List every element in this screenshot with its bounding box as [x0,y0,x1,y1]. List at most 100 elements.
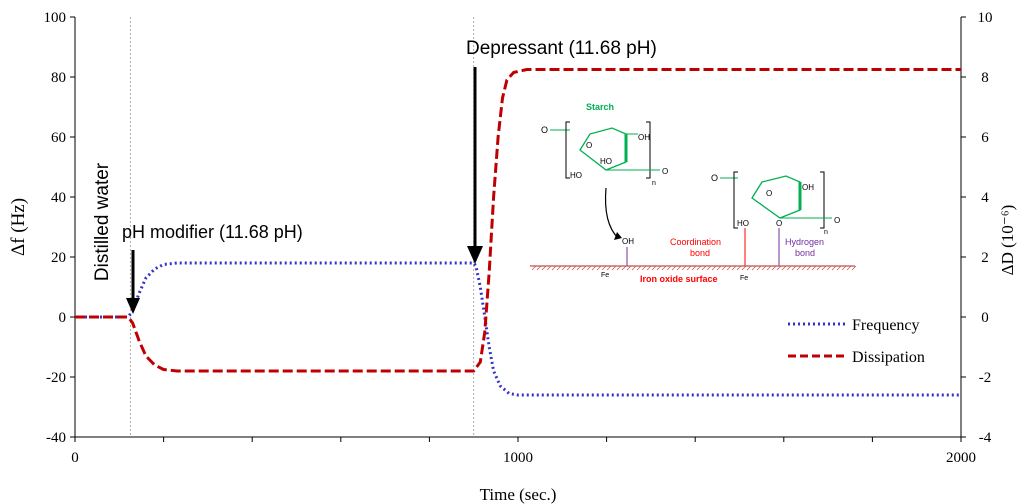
starch-ho-left: HO [600,157,612,166]
surface-hatch-line [691,265,697,271]
y-right-tick-label: 10 [978,10,993,26]
surface-hatch-line [671,265,677,271]
starch-ring-right [751,175,801,219]
starch-o-right: O [711,173,718,183]
x-axis-title: Time (sec.) [480,485,557,504]
surface-hatch-line [681,265,687,271]
series-frequency-line [75,261,961,397]
series-layer [75,68,961,397]
surface-hatch-line [846,265,852,271]
surface-hatch-line [566,265,572,271]
fe-label-left: Fe [601,272,609,279]
surface-hatch-line [746,265,752,271]
adsorption-arrowhead [614,232,622,240]
starch-ring-o-left: O [586,141,592,150]
ph-modifier-label: pH modifier (11.68 pH) [122,222,303,242]
surface-oh: OH [622,237,634,246]
surface-hatch-line [686,265,692,271]
series-dissipation-line [75,68,961,373]
surface-hatch-line [581,265,587,271]
surface-hatch-line [736,265,742,271]
surface-hatch-line [771,265,777,271]
surface-hatch-line [816,265,822,271]
ph-modifier-arrowhead [126,298,140,314]
surface-hatch-line [711,265,717,271]
y-right-tick-label: 6 [981,130,989,146]
surface-hatch-line [586,265,592,271]
surface-hatch-line [796,265,802,271]
surface-hatch-line [786,265,792,271]
y-right-tick-label: 8 [981,70,989,86]
y-right-tick-label: -2 [979,370,992,386]
y-right-tick-label: 2 [981,250,989,266]
starch-n-right: n [824,229,828,236]
surface-hatch-line [611,265,617,271]
surface-hatch-line [601,265,607,271]
starch-bracket-right [646,121,651,179]
starch-ho-right: HO [737,219,749,228]
depressant-label: Depressant (11.68 pH) [466,38,657,59]
starch-oh-right: OH [802,183,814,192]
x-tick-label: 2000 [946,450,976,466]
y-left-tick-label: 40 [51,190,66,206]
surface-hatch-line [731,265,737,271]
surface-hatch-line [716,265,722,271]
surface-hatch-line [646,265,652,271]
adsorption-arrow [604,187,619,239]
surface-hatch-line [831,265,837,271]
surface-hatch-line [761,265,767,271]
starch-bracket-left [565,121,570,179]
surface-hatch-line [766,265,772,271]
hydrogen-label-1: Hydrogen [785,237,824,247]
surface-hatch-line [826,265,832,271]
surface-hatch-line [591,265,597,271]
starch-bracket-right-2 [820,171,825,229]
surface-hatch-line [561,265,567,271]
y-left-tick-label: 100 [44,10,67,26]
surface-hatch-line [536,265,542,271]
surface-hatch-line [656,265,662,271]
starch-ho-left-2: HO [570,171,582,180]
surface-hatch-line [626,265,632,271]
surface-hatch-line [541,265,547,271]
legend-frequency-label: Frequency [852,317,920,334]
starch-o-end-right: O [834,216,840,225]
surface-hatch-line [576,265,582,271]
surface-hatch-line [776,265,782,271]
surface-hatch-line [621,265,627,271]
surface-hatch [531,265,857,271]
surface-hatch-line [741,265,747,271]
surface-hatch-line [546,265,552,271]
starch-o-ring-bottom: O [776,219,782,228]
surface-hatch-line [636,265,642,271]
y-right-tick-label: 4 [981,190,989,206]
surface-hatch-line [756,265,762,271]
left-axis-title: Δf (Hz) [8,198,29,256]
surface-hatch-line [836,265,842,271]
starch-bracket-left-2 [733,171,738,229]
y-right-tick-label: 0 [981,310,989,326]
surface-hatch-line [721,265,727,271]
surface-hatch-line [661,265,667,271]
starch-n-left: n [652,180,656,187]
y-left-tick-label: -40 [46,430,66,446]
depressant-arrowhead [467,246,483,264]
y-left-tick-label: 0 [59,310,67,326]
surface-hatch-line [851,265,857,271]
surface-hatch-line [706,265,712,271]
surface-hatch-line [821,265,827,271]
surface-hatch-line [701,265,707,271]
surface-hatch-line [606,265,612,271]
y-left-tick-label: -20 [46,370,66,386]
y-right-tick-label: -4 [979,430,992,446]
surface-hatch-line [631,265,637,271]
surface-hatch-line [751,265,757,271]
surface-hatch-line [811,265,817,271]
surface-hatch-line [651,265,657,271]
y-left-tick-label: 20 [51,250,66,266]
starch-o-right-left: O [662,167,668,176]
ticks [70,16,966,442]
surface-hatch-line [841,265,847,271]
